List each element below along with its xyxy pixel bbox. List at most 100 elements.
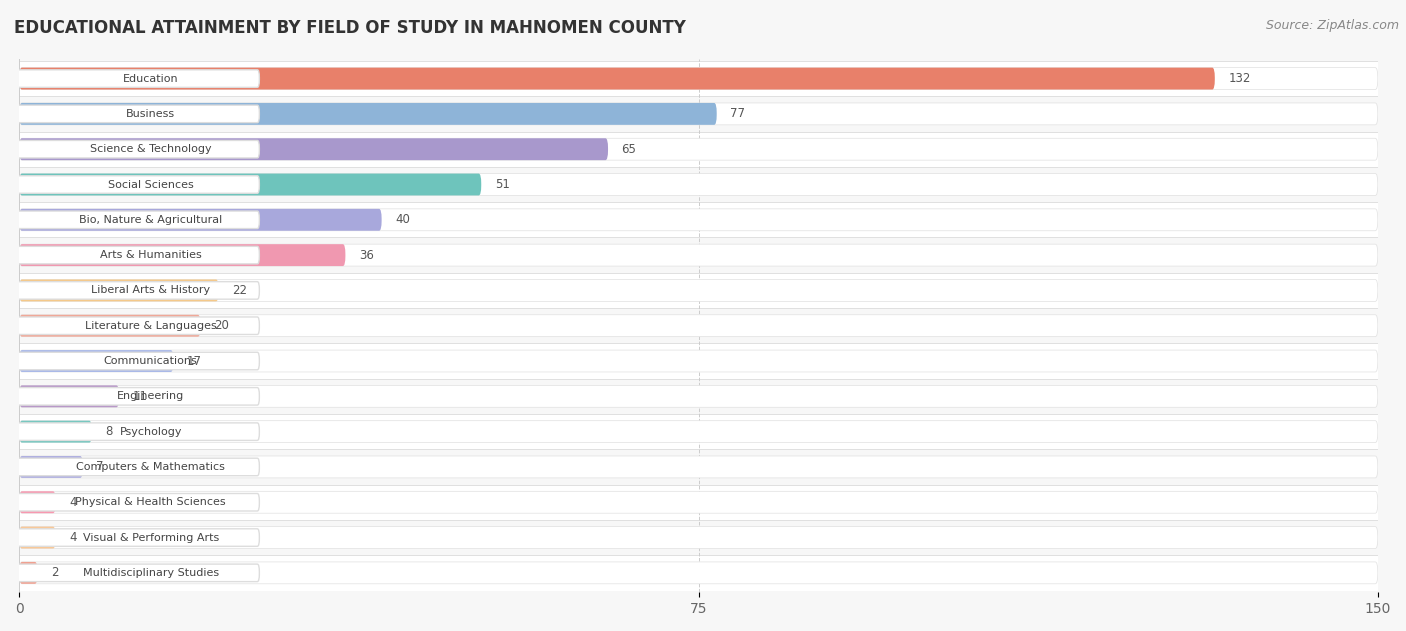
Text: 4: 4 (69, 531, 77, 544)
FancyBboxPatch shape (15, 211, 259, 228)
Circle shape (14, 71, 18, 86)
Text: Source: ZipAtlas.com: Source: ZipAtlas.com (1265, 19, 1399, 32)
FancyBboxPatch shape (15, 281, 259, 299)
FancyBboxPatch shape (15, 317, 259, 334)
FancyBboxPatch shape (20, 167, 1378, 202)
FancyBboxPatch shape (20, 421, 91, 442)
Text: Arts & Humanities: Arts & Humanities (100, 250, 201, 260)
Text: Psychology: Psychology (120, 427, 181, 437)
Circle shape (14, 530, 18, 545)
FancyBboxPatch shape (20, 308, 1378, 343)
FancyBboxPatch shape (20, 244, 1378, 266)
Text: 8: 8 (105, 425, 112, 438)
FancyBboxPatch shape (15, 352, 259, 370)
FancyBboxPatch shape (20, 174, 481, 196)
FancyBboxPatch shape (20, 449, 1378, 485)
FancyBboxPatch shape (20, 97, 1378, 131)
Circle shape (14, 565, 18, 581)
FancyBboxPatch shape (20, 379, 1378, 414)
Text: 7: 7 (97, 461, 104, 473)
Circle shape (14, 318, 18, 333)
Text: 17: 17 (187, 355, 202, 367)
Text: Physical & Health Sciences: Physical & Health Sciences (76, 497, 226, 507)
Text: 2: 2 (51, 567, 59, 579)
FancyBboxPatch shape (20, 485, 1378, 520)
Text: 22: 22 (232, 284, 247, 297)
FancyBboxPatch shape (20, 244, 346, 266)
FancyBboxPatch shape (20, 61, 1378, 97)
FancyBboxPatch shape (20, 492, 1378, 513)
FancyBboxPatch shape (15, 141, 259, 158)
Text: Science & Technology: Science & Technology (90, 144, 211, 154)
FancyBboxPatch shape (15, 105, 259, 122)
Text: 4: 4 (69, 496, 77, 509)
FancyBboxPatch shape (20, 237, 1378, 273)
FancyBboxPatch shape (20, 562, 38, 584)
FancyBboxPatch shape (20, 343, 1378, 379)
Circle shape (14, 495, 18, 510)
FancyBboxPatch shape (20, 492, 56, 513)
Text: Education: Education (122, 74, 179, 83)
FancyBboxPatch shape (20, 520, 1378, 555)
FancyBboxPatch shape (20, 456, 83, 478)
FancyBboxPatch shape (20, 68, 1215, 90)
Circle shape (14, 177, 18, 192)
Text: Business: Business (127, 109, 176, 119)
FancyBboxPatch shape (20, 103, 1378, 125)
FancyBboxPatch shape (20, 414, 1378, 449)
Text: Computers & Mathematics: Computers & Mathematics (76, 462, 225, 472)
Text: 51: 51 (495, 178, 510, 191)
Text: Communications: Communications (104, 356, 198, 366)
FancyBboxPatch shape (20, 350, 173, 372)
Text: Bio, Nature & Agricultural: Bio, Nature & Agricultural (79, 215, 222, 225)
Text: 65: 65 (621, 143, 637, 156)
FancyBboxPatch shape (20, 209, 381, 231)
FancyBboxPatch shape (20, 527, 56, 548)
FancyBboxPatch shape (20, 273, 1378, 308)
Text: Engineering: Engineering (117, 391, 184, 401)
Text: Literature & Languages: Literature & Languages (84, 321, 217, 331)
FancyBboxPatch shape (20, 315, 201, 337)
Circle shape (14, 213, 18, 227)
Text: 40: 40 (395, 213, 411, 227)
FancyBboxPatch shape (20, 315, 1378, 337)
FancyBboxPatch shape (20, 350, 1378, 372)
FancyBboxPatch shape (20, 555, 1378, 591)
FancyBboxPatch shape (20, 421, 1378, 442)
Text: 77: 77 (730, 107, 745, 121)
Text: EDUCATIONAL ATTAINMENT BY FIELD OF STUDY IN MAHNOMEN COUNTY: EDUCATIONAL ATTAINMENT BY FIELD OF STUDY… (14, 19, 686, 37)
Circle shape (14, 248, 18, 262)
FancyBboxPatch shape (15, 70, 259, 87)
Text: 20: 20 (214, 319, 229, 333)
FancyBboxPatch shape (20, 280, 1378, 302)
Circle shape (14, 389, 18, 404)
Circle shape (14, 424, 18, 439)
FancyBboxPatch shape (20, 386, 120, 407)
FancyBboxPatch shape (20, 138, 607, 160)
FancyBboxPatch shape (15, 529, 259, 546)
FancyBboxPatch shape (15, 458, 259, 476)
FancyBboxPatch shape (20, 386, 1378, 407)
Text: Multidisciplinary Studies: Multidisciplinary Studies (83, 568, 219, 578)
FancyBboxPatch shape (20, 280, 218, 302)
Circle shape (14, 459, 18, 475)
Circle shape (14, 283, 18, 298)
FancyBboxPatch shape (20, 174, 1378, 196)
FancyBboxPatch shape (20, 209, 1378, 231)
FancyBboxPatch shape (15, 493, 259, 511)
FancyBboxPatch shape (20, 103, 717, 125)
FancyBboxPatch shape (15, 564, 259, 582)
Circle shape (14, 353, 18, 369)
FancyBboxPatch shape (15, 176, 259, 193)
FancyBboxPatch shape (15, 423, 259, 440)
FancyBboxPatch shape (20, 138, 1378, 160)
Text: 11: 11 (132, 390, 148, 403)
Text: 36: 36 (359, 249, 374, 262)
Text: Visual & Performing Arts: Visual & Performing Arts (83, 533, 219, 543)
Circle shape (14, 107, 18, 121)
FancyBboxPatch shape (20, 131, 1378, 167)
FancyBboxPatch shape (20, 562, 1378, 584)
Text: 132: 132 (1229, 72, 1251, 85)
FancyBboxPatch shape (20, 202, 1378, 237)
FancyBboxPatch shape (20, 456, 1378, 478)
